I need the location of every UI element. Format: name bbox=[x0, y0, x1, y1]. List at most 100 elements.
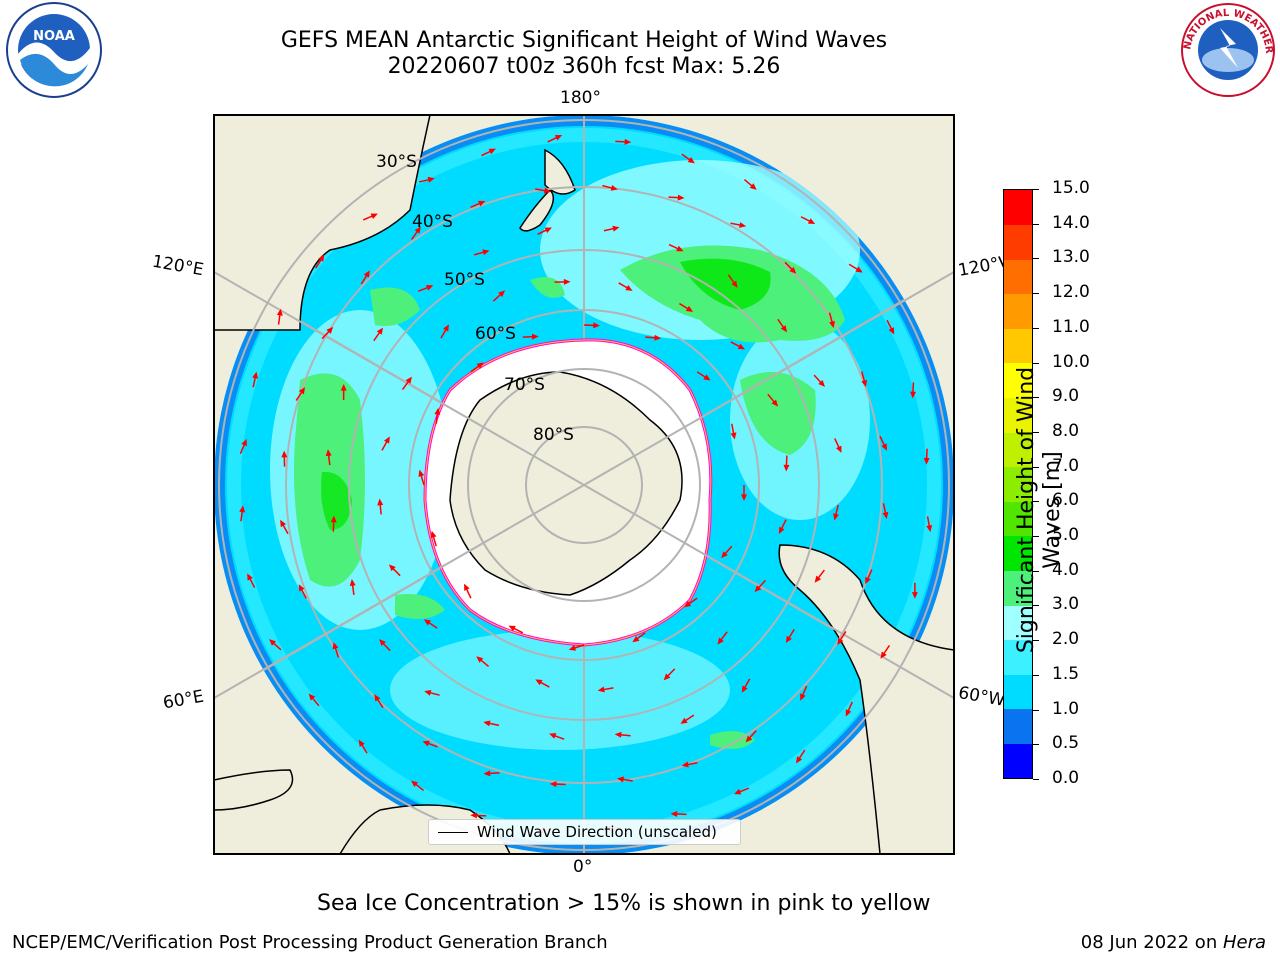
wind-wave-arrowhead bbox=[703, 374, 711, 381]
colorbar-band bbox=[1004, 362, 1032, 399]
chart-title: GEFS MEAN Antarctic Significant Height o… bbox=[280, 28, 888, 53]
wind-wave-arrowhead bbox=[670, 810, 678, 817]
wind-wave-arrowhead bbox=[911, 592, 918, 599]
wind-wave-arrowhead bbox=[888, 327, 895, 335]
wind-wave-arrowhead bbox=[247, 573, 253, 581]
nws-logo: NATIONAL WEATHER SERVICE bbox=[1176, 2, 1275, 97]
colorbar-tick-mark bbox=[1033, 640, 1039, 642]
lon-label-180: 180° bbox=[560, 88, 601, 108]
colorbar-tick-mark bbox=[1033, 709, 1039, 711]
wind-wave-arrowhead bbox=[680, 717, 688, 724]
wind-wave-arrowhead bbox=[741, 685, 748, 693]
colorbar bbox=[1003, 189, 1033, 779]
wind-wave-arrowhead bbox=[476, 362, 484, 369]
wind-wave-arrowhead bbox=[308, 693, 316, 701]
wind-wave-arrowhead bbox=[749, 183, 757, 190]
wind-wave-arrowhead bbox=[855, 266, 863, 273]
new-zealand-south bbox=[519, 188, 555, 232]
colorbar-tick-label: 7.0 bbox=[1052, 455, 1080, 476]
wind-wave-arrowhead bbox=[543, 187, 552, 194]
wind-wave-arrowhead bbox=[298, 387, 306, 395]
wind-wave-arrowhead bbox=[418, 469, 425, 477]
wind-wave-arrowhead bbox=[498, 290, 506, 298]
wind-wave-arrowhead bbox=[614, 731, 622, 738]
wind-wave-arrowhead bbox=[814, 575, 822, 583]
map-legend: Wind Wave Direction (unscaled) bbox=[428, 819, 741, 845]
colorbar-tick-label: 11.0 bbox=[1052, 316, 1090, 337]
wind-wave-arrowhead bbox=[470, 812, 478, 819]
wind-wave-arrowhead bbox=[721, 551, 728, 559]
colorbar-band bbox=[1004, 570, 1032, 606]
wind-wave-arrowhead bbox=[882, 511, 889, 519]
wind-wave-arrowhead bbox=[837, 637, 844, 646]
wind-wave-arrowhead bbox=[741, 494, 747, 501]
wind-wave-arrowhead bbox=[430, 530, 437, 539]
wind-wave-arrowhead bbox=[818, 379, 825, 387]
colorbar-tick-mark bbox=[1033, 779, 1039, 780]
wind-wave-arrowhead bbox=[880, 651, 887, 659]
colorbar-band bbox=[1004, 501, 1032, 537]
wind-wave-arrowhead bbox=[717, 637, 724, 645]
lat-label-60s: 60°S bbox=[475, 324, 516, 344]
wind-wave-arrowhead bbox=[677, 194, 685, 201]
wind-wave-arrowhead bbox=[737, 343, 745, 350]
wind-wave-arrowhead bbox=[239, 505, 246, 513]
colorbar-tick-label: 4.0 bbox=[1052, 559, 1080, 580]
colorbar-tick-mark bbox=[1033, 536, 1039, 538]
colorbar-band bbox=[1004, 397, 1032, 433]
colorbar-band bbox=[1004, 605, 1032, 641]
colorbar-band bbox=[1004, 432, 1032, 468]
colorbar-tick-mark bbox=[1033, 223, 1039, 225]
chart-subtitle: 20220607 t00z 360h fcst Max: 5.26 bbox=[387, 54, 781, 79]
wind-wave-arrowhead bbox=[377, 498, 384, 506]
colorbar-tick-label: 1.5 bbox=[1052, 663, 1080, 684]
colorbar-band bbox=[1004, 224, 1032, 260]
colorbar-tick-label: 0.0 bbox=[1052, 768, 1080, 788]
lon-label-0: 0° bbox=[573, 857, 593, 877]
wind-wave-arrowhead bbox=[800, 693, 806, 701]
antarctica bbox=[449, 371, 683, 596]
wind-wave-arrowhead bbox=[795, 756, 803, 764]
colorbar-tick-label: 0.5 bbox=[1052, 733, 1080, 754]
wind-wave-arrowhead bbox=[681, 761, 689, 768]
colorbar-tick-label: 9.0 bbox=[1052, 386, 1080, 407]
footer-host: Hera bbox=[1222, 932, 1266, 953]
wind-wave-arrowhead bbox=[780, 325, 788, 333]
colorbar-tick-label: 8.0 bbox=[1052, 420, 1080, 441]
wind-wave-arrowhead bbox=[405, 376, 412, 384]
lat-label-40s: 40°S bbox=[412, 212, 453, 232]
colorbar-tick-mark bbox=[1033, 431, 1039, 433]
wind-wave-arrowhead bbox=[833, 513, 839, 521]
wind-wave-arrowhead bbox=[476, 656, 484, 663]
colorbar-tick-mark bbox=[1033, 327, 1039, 329]
wind-wave-arrowhead bbox=[443, 324, 449, 332]
australia bbox=[214, 115, 431, 331]
legend-line-icon bbox=[438, 832, 468, 833]
wind-wave-arrowhead bbox=[508, 625, 516, 632]
wind-wave-arrowhead bbox=[783, 464, 790, 472]
wind-wave-arrowhead bbox=[318, 254, 325, 262]
wind-wave-arrowhead bbox=[332, 642, 339, 650]
wind-wave-arrowhead bbox=[425, 285, 434, 291]
wind-wave-arrowhead bbox=[771, 399, 779, 407]
colorbar-tick-label: 15.0 bbox=[1052, 178, 1090, 198]
colorbar-tick-label: 13.0 bbox=[1052, 247, 1090, 268]
wind-wave-arrowhead bbox=[861, 379, 868, 388]
wind-wave-arrowhead bbox=[241, 438, 247, 447]
wind-wave-arrowhead bbox=[424, 689, 432, 696]
wind-wave-arrowhead bbox=[739, 222, 747, 228]
wind-wave-arrowhead bbox=[269, 639, 277, 646]
colorbar-tick-mark bbox=[1033, 189, 1039, 190]
wind-wave-arrowhead bbox=[624, 138, 632, 145]
colorbar-tick-mark bbox=[1033, 293, 1039, 295]
wind-wave-arrowhead bbox=[687, 157, 695, 164]
wind-wave-arrowhead bbox=[676, 245, 684, 252]
wind-wave-arrowhead bbox=[478, 200, 486, 207]
wind-wave-arrowhead bbox=[549, 781, 557, 788]
wind-wave-arrowhead bbox=[612, 225, 620, 232]
wind-wave-arrowhead bbox=[685, 305, 694, 312]
wind-wave-arrowhead bbox=[340, 383, 347, 391]
sea-ice-caption: Sea Ice Concentration > 15% is shown in … bbox=[317, 891, 931, 916]
wind-wave-arrowhead bbox=[280, 519, 287, 528]
